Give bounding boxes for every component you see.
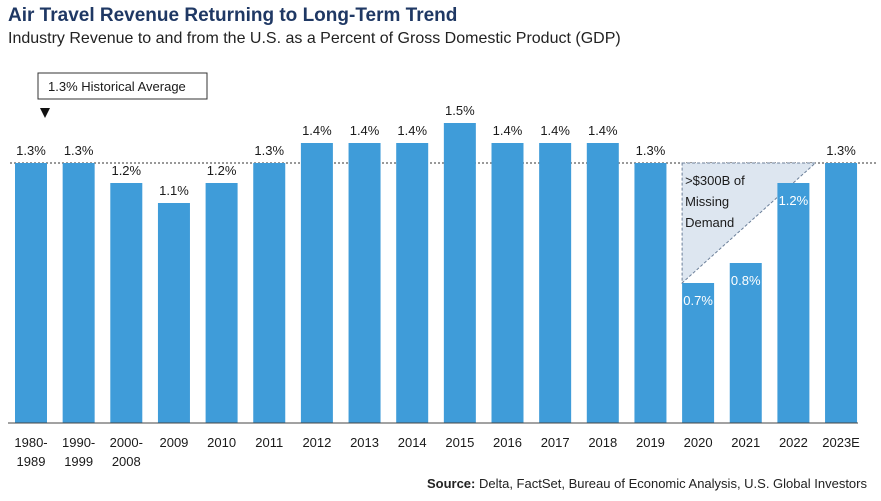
bar-2020 [682, 283, 715, 423]
x-tick-label: 2010 [207, 435, 236, 450]
bar-2016 [491, 143, 524, 423]
x-tick-label: 2022 [779, 435, 808, 450]
bar-2009 [157, 203, 190, 423]
bar-2000-2008 [110, 183, 143, 423]
x-tick-label: 2023E [822, 435, 860, 450]
x-tick-label: 2000- [110, 435, 143, 450]
data-label-2012: 1.4% [302, 123, 332, 138]
data-label-2019: 1.3% [636, 143, 666, 158]
bar-2013 [348, 143, 381, 423]
data-label-2022: 1.2% [779, 193, 809, 208]
bar-2010 [205, 183, 238, 423]
data-label-2020: 0.7% [683, 293, 713, 308]
bar-2019 [634, 163, 667, 423]
data-label-2009: 1.1% [159, 183, 189, 198]
data-label-1980-1989: 1.3% [16, 143, 46, 158]
x-tick-label: 2008 [112, 454, 141, 469]
source-label: Source: [426, 476, 476, 491]
bar-2017 [539, 143, 572, 423]
chart-subtitle: Industry Revenue to and from the U.S. as… [8, 30, 621, 47]
x-tick-label: 2014 [398, 435, 427, 450]
x-tick-label: 1989 [17, 454, 46, 469]
data-label-2017: 1.4% [540, 123, 570, 138]
historical-average-label: 1.3% Historical Average [48, 79, 186, 94]
x-tick-label: 2013 [350, 435, 379, 450]
x-tick-label: 2009 [159, 435, 188, 450]
missing-demand-label: Missing [685, 194, 729, 209]
bar-2012 [300, 143, 333, 423]
bar-2014 [396, 143, 429, 423]
x-tick-label: 1980- [14, 435, 47, 450]
x-tick-label: 2017 [541, 435, 570, 450]
x-tick-label: 1990- [62, 435, 95, 450]
missing-demand-label: Demand [685, 215, 734, 230]
x-tick-label: 2019 [636, 435, 665, 450]
bar-2015 [443, 123, 476, 423]
data-label-2015: 1.5% [445, 103, 475, 118]
source-note: Source: Delta, FactSet, Bureau of Econom… [427, 476, 867, 491]
x-tick-label: 1999 [64, 454, 93, 469]
data-label-2021: 0.8% [731, 273, 761, 288]
bar-1990-1999 [62, 163, 95, 423]
chart-title: Air Travel Revenue Returning to Long-Ter… [8, 5, 458, 26]
bar-1980-1989 [15, 163, 47, 423]
missing-demand-label: >$300B of [685, 173, 745, 188]
x-tick-label: 2016 [493, 435, 522, 450]
data-label-2010: 1.2% [207, 163, 237, 178]
x-tick-label: 2015 [445, 435, 474, 450]
x-tick-label: 2021 [731, 435, 760, 450]
data-label-2013: 1.4% [350, 123, 380, 138]
bar-2011 [253, 163, 286, 423]
historical-average-callout [37, 72, 208, 100]
bar-2022 [777, 183, 810, 423]
data-label-2014: 1.4% [397, 123, 427, 138]
bar-2018 [586, 143, 619, 423]
source-text: Delta, FactSet, Bureau of Economic Analy… [475, 476, 867, 491]
x-tick-label: 2020 [684, 435, 713, 450]
x-tick-label: 2011 [255, 435, 283, 450]
data-label-1990-1999: 1.3% [64, 143, 94, 158]
data-label-2000-2008: 1.2% [111, 163, 141, 178]
historical-average-arrow [40, 108, 50, 118]
data-label-2023E: 1.3% [826, 143, 856, 158]
x-tick-label: 2018 [588, 435, 617, 450]
data-label-2018: 1.4% [588, 123, 618, 138]
data-label-2011: 1.3% [254, 143, 284, 158]
bar-2023E [825, 163, 858, 423]
x-tick-label: 2012 [302, 435, 331, 450]
bar-2021 [729, 263, 762, 423]
data-label-2016: 1.4% [493, 123, 523, 138]
